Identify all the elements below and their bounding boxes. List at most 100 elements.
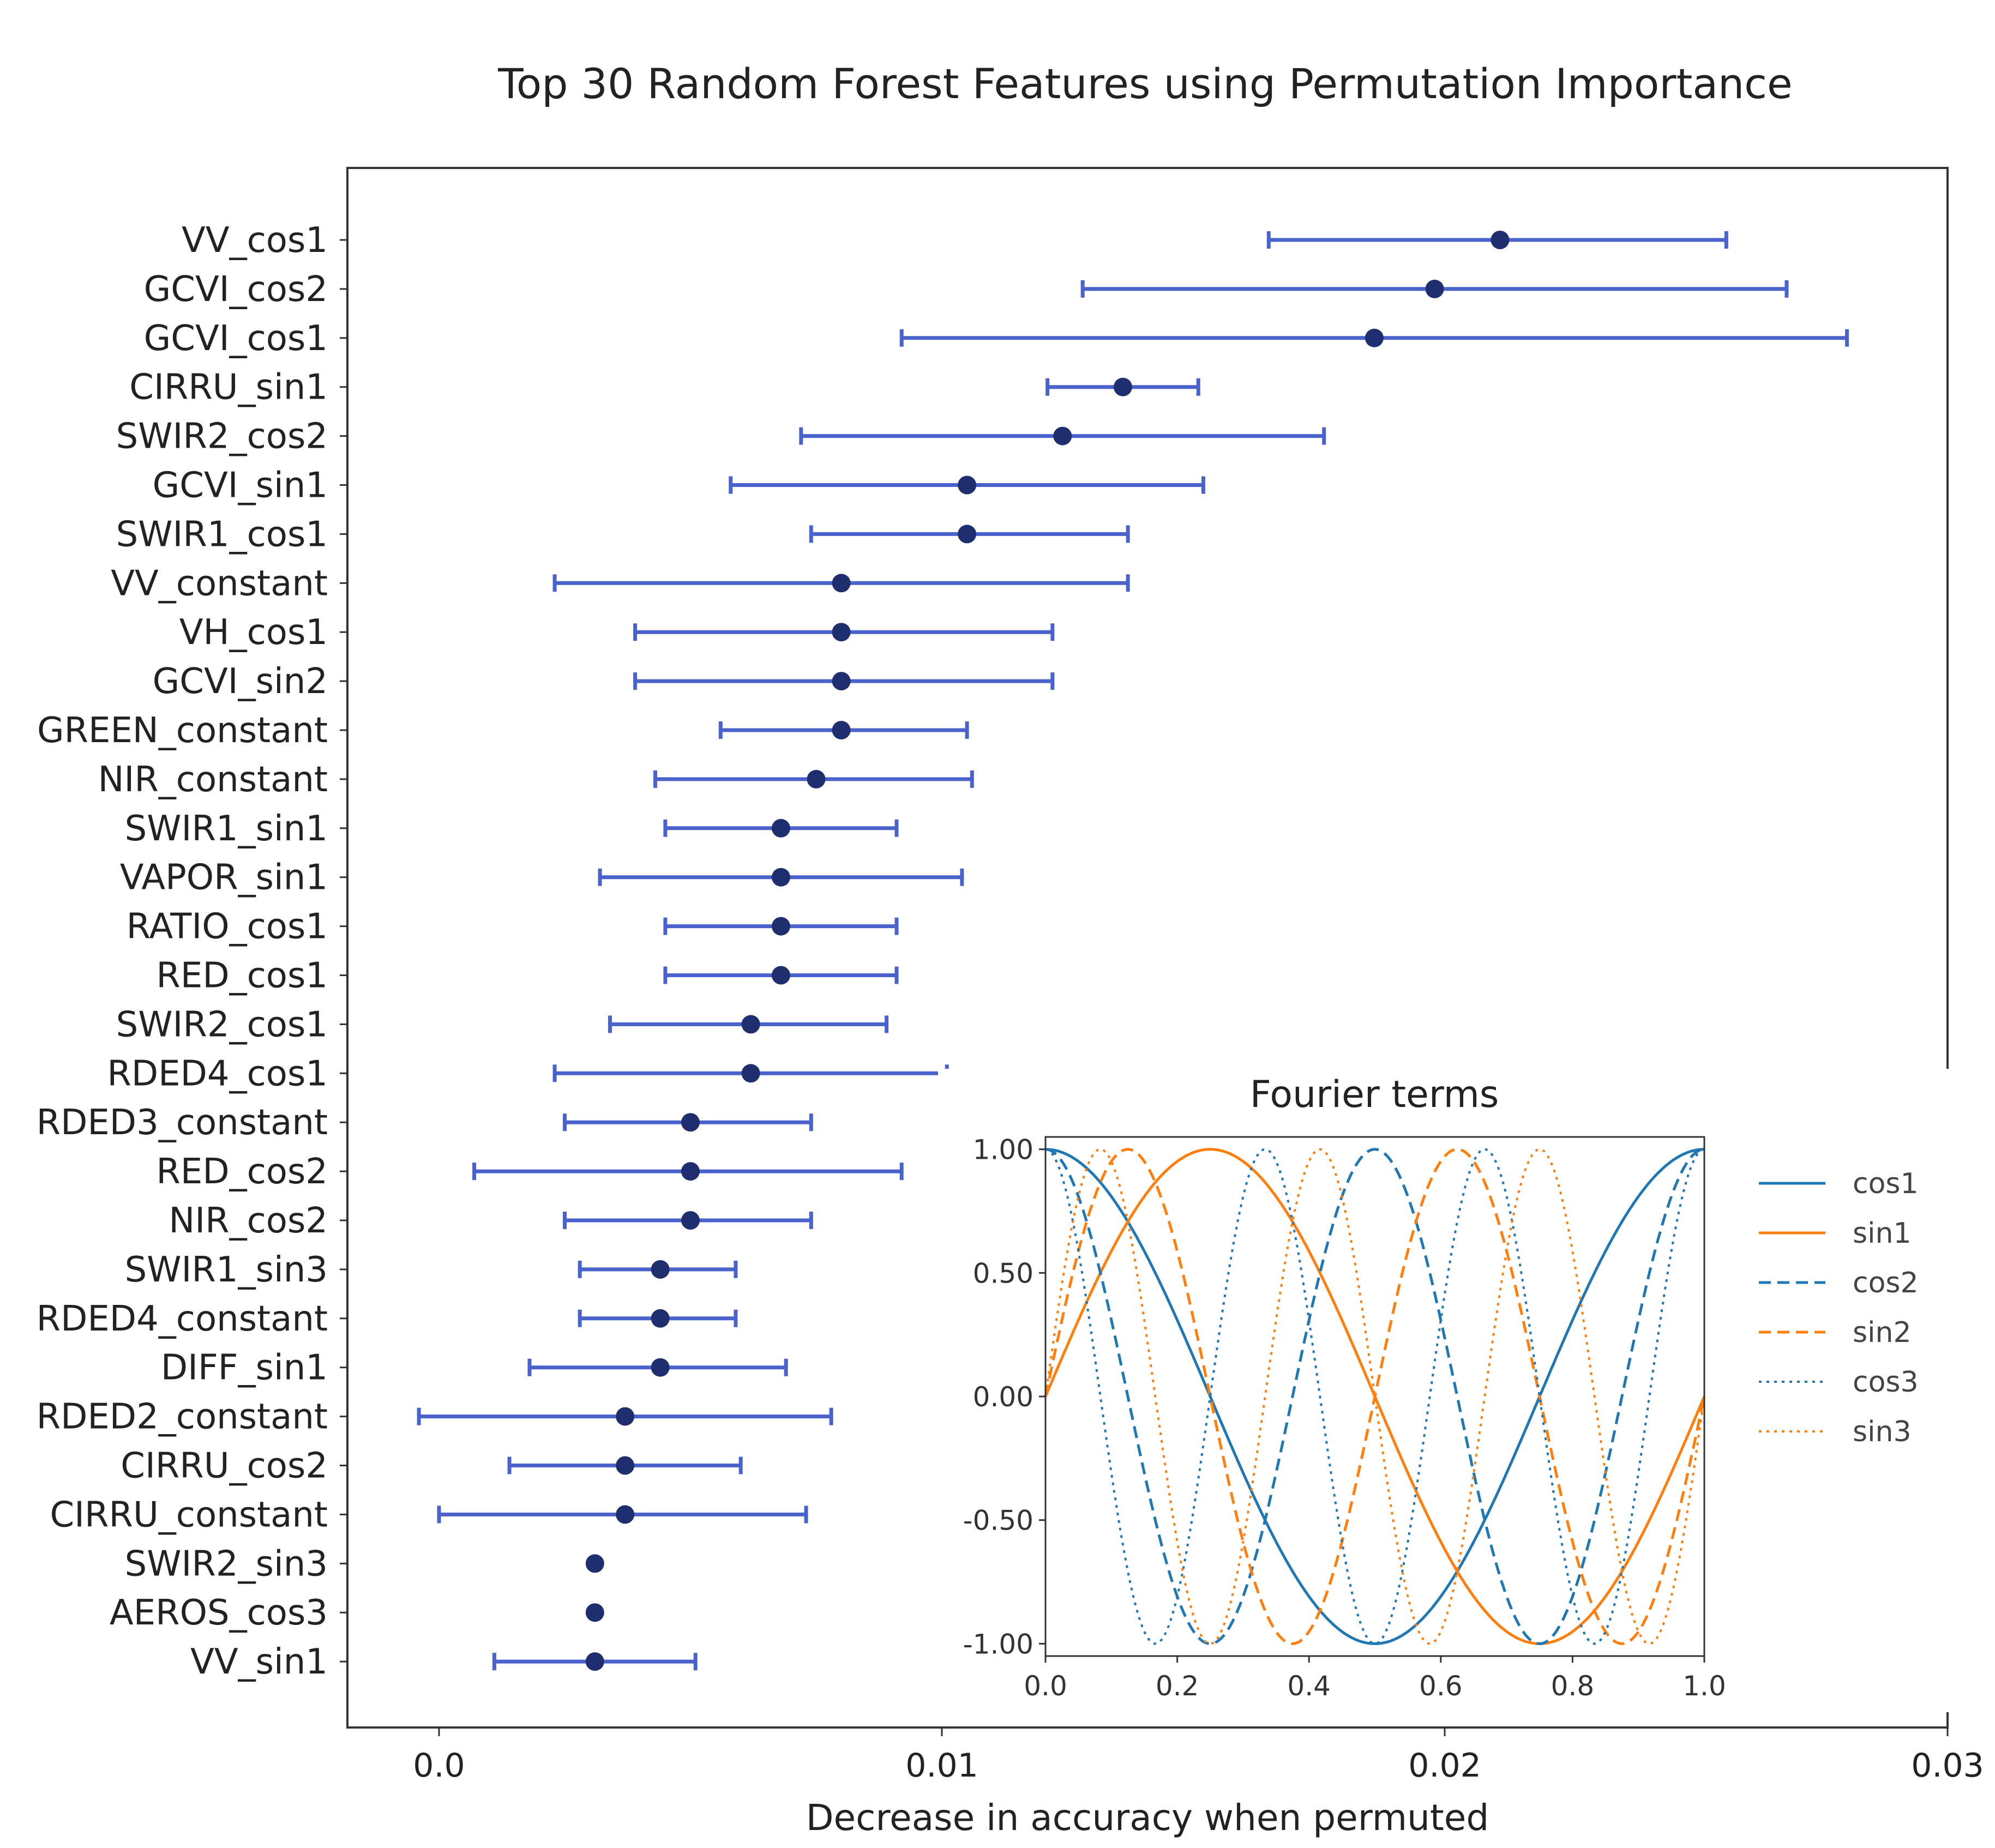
y-tick-label: CIRRU_cos2 — [121, 1446, 328, 1486]
feature-row: RDED4_cos1 — [107, 1054, 949, 1094]
legend-label: cos1 — [1853, 1167, 1919, 1200]
importance-point — [771, 917, 790, 936]
series-line-sin3 — [1044, 1148, 1705, 1645]
importance-point — [832, 574, 851, 593]
importance-point — [958, 525, 977, 544]
importance-point — [741, 1015, 760, 1034]
inset-y-tick-label: 0.00 — [973, 1381, 1033, 1413]
x-tick-label: 0.02 — [1408, 1747, 1481, 1785]
y-tick-label: GCVI_cos1 — [144, 318, 328, 359]
y-tick-label: CIRRU_sin1 — [129, 368, 328, 408]
feature-row: SWIR1_sin1 — [125, 809, 899, 849]
feature-row: VV_constant — [111, 563, 1130, 604]
y-tick-label: SWIR2_sin3 — [125, 1544, 328, 1584]
inset-x-tick-label: 0.8 — [1551, 1670, 1595, 1702]
feature-row: GCVI_sin2 — [153, 661, 1055, 702]
importance-point — [807, 769, 826, 788]
y-tick-label: VV_cos1 — [182, 220, 328, 261]
legend-label: sin2 — [1853, 1316, 1912, 1349]
series-line-cos2 — [1045, 1148, 1705, 1645]
y-tick-label: GCVI_sin1 — [153, 466, 328, 506]
legend-label: cos3 — [1853, 1366, 1919, 1399]
y-tick-label: RATIO_cos1 — [127, 907, 328, 947]
y-tick-label: VV_sin1 — [190, 1642, 328, 1682]
inset-title: Fourier terms — [1250, 1073, 1499, 1116]
inset-y-tick-label: 1.00 — [973, 1134, 1033, 1166]
y-tick-label: SWIR2_cos2 — [116, 417, 328, 457]
importance-point — [1113, 377, 1132, 396]
importance-point — [616, 1407, 635, 1426]
feature-row: RED_cos2 — [156, 1152, 904, 1192]
feature-row: RED_cos1 — [156, 956, 899, 996]
series-line-sin2 — [1044, 1148, 1706, 1645]
feature-row: CIRRU_sin1 — [129, 368, 1200, 408]
feature-row: CIRRU_constant — [50, 1495, 808, 1535]
y-tick-label: NIR_cos2 — [169, 1201, 328, 1241]
y-tick-label: CIRRU_constant — [50, 1495, 328, 1535]
inset-legend: cos1 sin1 cos2 sin2 cos3 sin3 — [1759, 1167, 1919, 1448]
inset-y-tick-label: -0.50 — [963, 1505, 1033, 1537]
y-tick-label: GCVI_sin2 — [153, 661, 328, 702]
legend-entry: cos3 — [1759, 1366, 1919, 1399]
plot-area-frame — [346, 167, 1949, 1729]
importance-point — [832, 672, 851, 691]
importance-point — [771, 818, 790, 838]
chart-title: Top 30 Random Forest Features using Perm… — [497, 59, 1792, 108]
y-tick-label: RDED2_constant — [37, 1397, 328, 1437]
importance-point — [616, 1505, 635, 1524]
feature-row: NIR_cos2 — [169, 1201, 813, 1241]
inset-y-tick-label: 0.50 — [973, 1257, 1033, 1289]
x-axis: 0.0 0.01 0.02 0.03 — [413, 1727, 1984, 1785]
importance-point — [681, 1162, 700, 1181]
legend-label: sin3 — [1853, 1416, 1912, 1448]
y-tick-label: RED_cos2 — [156, 1152, 328, 1192]
inset-y-tick-label: -1.00 — [963, 1628, 1033, 1660]
feature-row: CIRRU_cos2 — [121, 1446, 743, 1486]
y-tick-label: RDED4_cos1 — [107, 1054, 328, 1094]
legend-entry: sin1 — [1759, 1217, 1912, 1250]
feature-row: SWIR2_sin3 — [125, 1544, 604, 1584]
feature-row: SWIR1_sin3 — [125, 1250, 738, 1290]
legend-entry: sin2 — [1759, 1316, 1912, 1349]
importance-point — [1491, 231, 1510, 249]
importance-point — [585, 1652, 604, 1671]
feature-row: VH_cos1 — [179, 612, 1055, 653]
feature-row: VV_cos1 — [182, 220, 1728, 261]
importance-point — [1053, 426, 1072, 446]
feature-row: GREEN_constant — [37, 711, 969, 751]
importance-point — [616, 1456, 635, 1475]
fourier-inset: Fourier terms 0.0 0.2 0.4 0.6 0.8 1.0 1.00 0.50… — [938, 1069, 1991, 1712]
importance-point — [681, 1211, 700, 1230]
y-tick-label: VAPOR_sin1 — [120, 858, 328, 898]
y-tick-label: VH_cos1 — [179, 612, 328, 653]
importance-point — [771, 868, 790, 887]
y-tick-label: NIR_constant — [98, 760, 328, 800]
inset-x-tick-label: 0.4 — [1287, 1670, 1331, 1702]
y-tick-label: VV_constant — [111, 563, 328, 604]
inset-x-tick-label: 0.2 — [1156, 1670, 1199, 1702]
feature-row: GCVI_cos1 — [144, 318, 1849, 359]
importance-point — [681, 1113, 700, 1132]
importance-point — [832, 623, 851, 642]
feature-row: SWIR2_cos2 — [116, 417, 1326, 457]
importance-point — [585, 1554, 604, 1573]
feature-row: SWIR2_cos1 — [116, 1004, 889, 1045]
y-tick-label: GREEN_constant — [37, 711, 328, 751]
series-line-cos3 — [1045, 1148, 1705, 1645]
x-axis-label: Decrease in accuracy when permuted — [806, 1797, 1489, 1839]
y-tick-label: AEROS_cos3 — [110, 1593, 328, 1633]
y-tick-label: SWIR1_cos1 — [116, 514, 328, 555]
main-plot-marks: VV_cos1 GCVI_cos2 GCVI_cos1 CIRRU_sin1 SWIR2… — [37, 220, 1849, 1682]
importance-point — [771, 966, 790, 985]
x-tick-label: 0.01 — [905, 1747, 978, 1785]
importance-point — [651, 1309, 670, 1328]
x-tick-label: 0.03 — [1911, 1747, 1984, 1785]
y-tick-label: SWIR2_cos1 — [116, 1004, 328, 1045]
inset-axes: 0.0 0.2 0.4 0.6 0.8 1.0 1.00 0.50 0.00 -0.50 -1.00 — [963, 1134, 1726, 1702]
y-tick-label: RDED4_constant — [37, 1299, 328, 1339]
y-tick-label: GCVI_cos2 — [144, 269, 328, 310]
legend-entry: sin3 — [1759, 1416, 1912, 1448]
importance-point — [832, 721, 851, 739]
importance-point — [741, 1064, 760, 1083]
